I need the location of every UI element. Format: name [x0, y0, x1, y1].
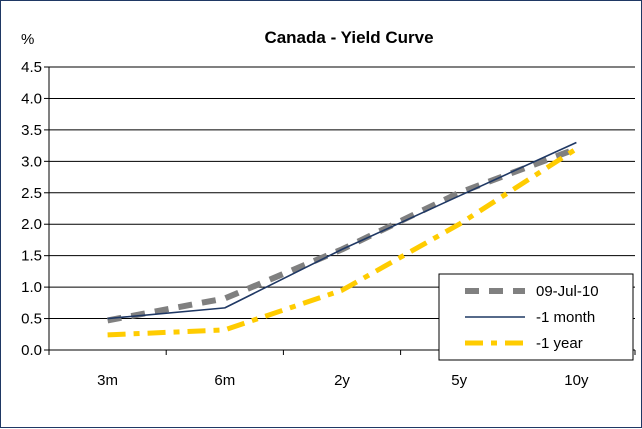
y-tick-label: 2.0 — [21, 216, 42, 233]
x-tick-label-3m: 3m — [97, 372, 118, 389]
y-tick-label: 4.5 — [21, 59, 42, 76]
x-tick-label-5y: 5y — [451, 372, 467, 389]
series-line-2 — [107, 146, 578, 338]
y-tick-label: 0.5 — [21, 311, 42, 328]
x-tick-label-2y: 2y — [334, 372, 350, 389]
legend: 09-Jul-10 -1 month -1 year — [438, 273, 634, 361]
chart-title: Canada - Yield Curve — [264, 28, 433, 47]
series-layer — [107, 141, 578, 338]
y-axis-unit-label: % — [21, 31, 34, 48]
y-tick-label: 0.0 — [21, 342, 42, 359]
legend-label-0: 09-Jul-10 — [536, 283, 599, 300]
y-tick-label: 1.5 — [21, 248, 42, 265]
y-tick-label: 1.0 — [21, 279, 42, 296]
x-tick-label-6m: 6m — [214, 372, 235, 389]
axis-layer: 0.0 0.5 1.0 1.5 2.0 2.5 3.0 3.5 4.0 4.5 3m 6m 2y 5y 10… — [21, 59, 636, 389]
legend-label-1: -1 month — [536, 309, 595, 326]
x-tick-label-10y: 10y — [564, 372, 589, 389]
y-tick-label: 2.5 — [21, 185, 42, 202]
series-line-1 — [107, 141, 577, 320]
grid-layer — [49, 66, 635, 320]
y-tick-label: 3.0 — [21, 153, 42, 170]
legend-label-2: -1 year — [536, 335, 583, 352]
y-tick-label: 3.5 — [21, 122, 42, 139]
y-tick-label: 4.0 — [21, 90, 42, 107]
